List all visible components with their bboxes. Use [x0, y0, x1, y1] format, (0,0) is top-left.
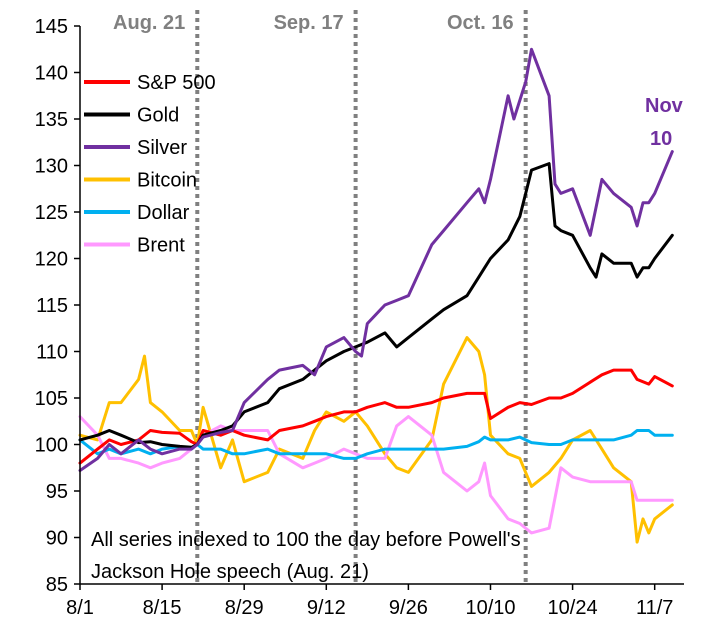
annotation-line-1: All series indexed to 100 the day before… — [91, 529, 521, 551]
y-tick-label: 145 — [35, 16, 68, 38]
x-tick-label: 9/12 — [307, 597, 346, 619]
x-tick-label: 10/10 — [465, 597, 515, 619]
legend-label: Gold — [137, 105, 179, 127]
series-lines — [78, 47, 674, 544]
y-tick-label: 95 — [46, 481, 68, 503]
series-line-brent — [78, 415, 674, 535]
legend: S&P 500 Gold Silver Bitcoin Dollar Brent — [84, 72, 216, 257]
y-tick-label: 140 — [35, 63, 68, 85]
y-tick-label: 135 — [35, 109, 68, 131]
series-line-bitcoin — [78, 336, 674, 544]
x-tick-label: 8/29 — [225, 597, 264, 619]
y-tick-label: 105 — [35, 388, 68, 410]
y-axis-ticks: 85 90 95 100 105 110 115 120 125 130 135 140 145 — [35, 16, 80, 596]
end-label-line-2: 10 — [650, 128, 672, 150]
y-tick-label: 100 — [35, 435, 68, 457]
y-tick-label: 120 — [35, 249, 68, 271]
annotation-line-2: Jackson Hole speech (Aug. 21) — [91, 561, 369, 583]
legend-label: Bitcoin — [137, 170, 197, 192]
y-tick-label: 90 — [46, 528, 68, 550]
y-tick-label: 130 — [35, 156, 68, 178]
y-tick-label: 85 — [46, 574, 68, 596]
y-tick-label: 110 — [36, 342, 68, 364]
event-line-label: Oct. 16 — [447, 12, 514, 34]
legend-label: Dollar — [137, 202, 190, 224]
x-tick-label: 8/1 — [66, 597, 94, 619]
legend-label: Brent — [137, 235, 185, 257]
event-line-label: Aug. 21 — [113, 12, 185, 34]
series-line-silver — [78, 47, 674, 472]
event-lines: Aug. 21 Sep. 17 Oct. 16 — [113, 10, 528, 584]
plot-area: Aug. 21 Sep. 17 Oct. 16 85 90 95 100 105 110 115… — [35, 10, 684, 619]
x-axis-ticks: 8/1 8/15 8/29 9/12 9/26 10/10 10/24 11/7 — [66, 584, 673, 619]
end-label-line-1: Nov — [645, 95, 684, 117]
series-line-s-p-500 — [78, 368, 674, 465]
event-line-label: Sep. 17 — [274, 12, 344, 34]
x-tick-label: 9/26 — [389, 597, 428, 619]
y-tick-label: 125 — [35, 202, 68, 224]
legend-label: S&P 500 — [137, 72, 216, 94]
legend-label: Silver — [137, 137, 187, 159]
y-tick-label: 115 — [36, 295, 68, 317]
x-tick-label: 10/24 — [548, 597, 598, 619]
x-tick-label: 11/7 — [636, 597, 673, 619]
x-tick-label: 8/15 — [143, 597, 182, 619]
